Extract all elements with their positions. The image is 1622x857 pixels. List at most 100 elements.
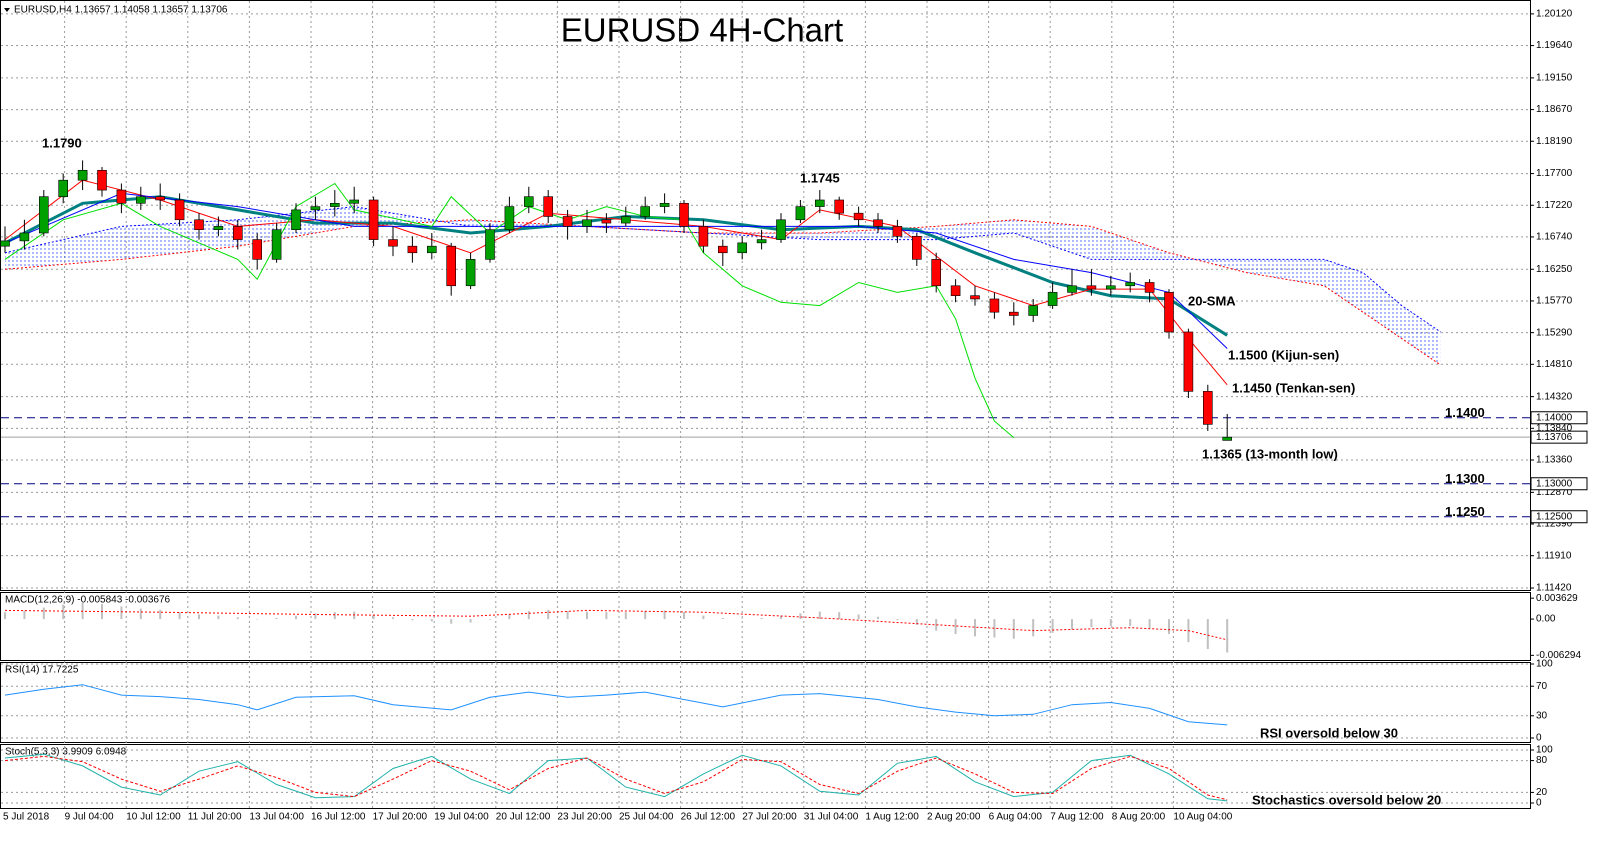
- candle-body: [834, 199, 845, 214]
- macd-bar: [159, 609, 162, 620]
- candle-body: [174, 199, 185, 221]
- candle-body: [310, 206, 321, 211]
- candle-body: [504, 206, 515, 230]
- macd-bar: [954, 619, 957, 635]
- candle-body: [931, 259, 942, 287]
- x-tick-label: 25 Jul 04:00: [619, 812, 674, 823]
- x-tick-label: 23 Jul 20:00: [557, 812, 612, 823]
- y-tick-label: 1.18190: [1536, 136, 1573, 147]
- y-tick-label: 1.14810: [1536, 359, 1573, 370]
- macd-bar: [721, 617, 724, 620]
- candle-body: [485, 229, 495, 260]
- y-tick-label: 0.00: [1536, 614, 1556, 625]
- y-tick-label: 70: [1536, 681, 1548, 692]
- x-tick-label: 13 Jul 04:00: [249, 812, 304, 823]
- macd-bar: [566, 611, 569, 620]
- candle-body: [155, 196, 165, 201]
- candle-body: [1047, 292, 1058, 306]
- macd-bar: [4, 612, 6, 620]
- level-label: 1.1400: [1445, 405, 1485, 420]
- macd-bar: [605, 612, 608, 620]
- y-tick-label: 20: [1536, 787, 1548, 798]
- y-tick-label: 1.17220: [1536, 200, 1573, 211]
- rsi-label: RSI(14) 17.7225: [5, 665, 79, 676]
- macd-bar: [23, 610, 26, 620]
- x-tick-label: 17 Jul 20:00: [373, 812, 428, 823]
- candle-body: [136, 196, 146, 204]
- macd-bar: [838, 612, 841, 620]
- annotation: 1.1365 (13-month low): [1202, 446, 1338, 461]
- y-tick-label: 0: [1536, 733, 1542, 744]
- macd-bar: [1109, 619, 1112, 626]
- macd-bar: [547, 609, 550, 620]
- candle-body: [0, 240, 10, 247]
- candle-body: [1067, 285, 1077, 293]
- axis-price-label: 1.13000: [1536, 478, 1573, 489]
- candle-body: [562, 216, 573, 227]
- candle-body: [601, 219, 612, 224]
- candle-body: [873, 219, 883, 227]
- macd-bar: [527, 611, 530, 620]
- x-tick-label: 26 Jul 12:00: [681, 812, 736, 823]
- candle-body: [756, 239, 767, 244]
- macd-bar: [586, 611, 588, 620]
- candle-body: [1008, 311, 1019, 316]
- candle-body: [97, 169, 107, 191]
- main-panel: [0, 0, 1531, 591]
- rsi-line: [4, 684, 1228, 726]
- macd-bar: [683, 612, 685, 620]
- x-tick-label: 1 Aug 12:00: [865, 812, 919, 823]
- macd-bar: [430, 619, 433, 622]
- macd-bar: [993, 619, 996, 638]
- macd-bar: [1012, 619, 1015, 639]
- candle-body: [1222, 436, 1232, 441]
- candle-body: [543, 196, 554, 217]
- annotation: 1.1790: [42, 135, 82, 150]
- macd-bar: [178, 612, 181, 620]
- macd-bar: [1032, 619, 1035, 637]
- y-tick-label: 1.19150: [1536, 73, 1573, 84]
- cloud-fill: [5, 206, 1441, 365]
- y-tick-label: 0: [1536, 798, 1542, 809]
- candle-body: [233, 226, 243, 240]
- annotation: 1.1500 (Kijun-sen): [1228, 347, 1339, 362]
- x-tick-label: 5 Jul 2018: [3, 812, 50, 823]
- header-icon: [4, 8, 10, 12]
- candle-body: [291, 209, 301, 230]
- macd-bar: [450, 619, 453, 624]
- axis-price-box: [1530, 510, 1588, 524]
- macd-bar: [818, 611, 821, 620]
- stoch-panel: [0, 744, 1531, 809]
- macd-bar: [256, 619, 259, 620]
- rsi-annotation: RSI oversold below 30: [1260, 725, 1398, 740]
- y-tick-label: 1.15770: [1536, 296, 1573, 307]
- rsi-panel: [0, 662, 1531, 743]
- y-tick-label: 1.12390: [1536, 519, 1573, 530]
- y-tick-label: 1.13840: [1536, 423, 1573, 434]
- axis-price-box: [1530, 430, 1588, 444]
- candle-body: [814, 199, 825, 207]
- candle-body: [659, 202, 670, 207]
- candle-body: [582, 219, 592, 227]
- annotation: 20-SMA: [1188, 293, 1236, 308]
- y-tick-label: 1.14320: [1536, 391, 1573, 402]
- y-tick-label: -0.006294: [1536, 650, 1581, 661]
- y-tick-label: 1.11420: [1536, 583, 1572, 594]
- y-tick-label: 100: [1536, 745, 1553, 756]
- candle-body: [388, 239, 398, 247]
- candle-body: [737, 242, 748, 254]
- candle-body: [426, 245, 437, 254]
- macd-bar: [295, 615, 297, 620]
- macd-bar: [314, 613, 317, 620]
- macd-bar: [62, 604, 65, 620]
- stoch-d: [4, 755, 1228, 801]
- macd-panel: [0, 592, 1531, 661]
- x-tick-label: 16 Jul 12:00: [311, 812, 366, 823]
- candle-body: [213, 226, 224, 230]
- axis-price-box: [1530, 411, 1588, 425]
- level-label: 1.1250: [1445, 504, 1485, 519]
- y-tick-label: 1.17700: [1536, 168, 1573, 179]
- annotation: 1.1450 (Tenkan-sen): [1232, 380, 1355, 395]
